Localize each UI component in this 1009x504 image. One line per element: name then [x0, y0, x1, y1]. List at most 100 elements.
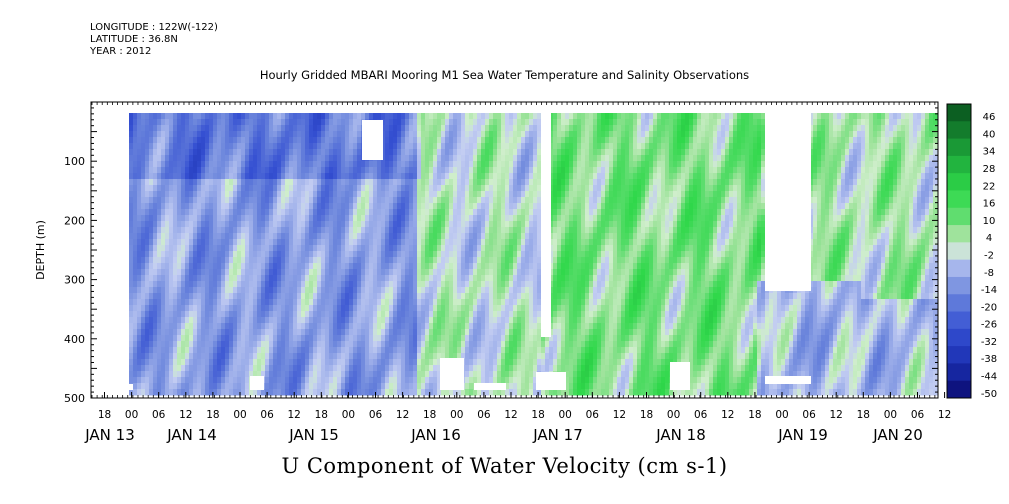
heatmap-cell — [213, 305, 218, 312]
heatmap-cell — [397, 119, 402, 126]
heatmap-cell — [281, 113, 286, 120]
heatmap-cell — [413, 389, 418, 396]
heatmap-cell — [137, 113, 142, 120]
heatmap-cell — [369, 269, 374, 276]
heatmap-cell — [257, 251, 262, 258]
heatmap-cell — [329, 317, 334, 324]
heatmap-cell — [521, 221, 526, 228]
heatmap-cell — [329, 329, 334, 336]
heatmap-cell — [185, 353, 190, 360]
heatmap-cell — [169, 215, 174, 222]
heatmap-cell — [149, 281, 154, 288]
heatmap-cell — [457, 311, 462, 318]
heatmap-cell — [273, 335, 278, 342]
heatmap-cell — [277, 119, 282, 126]
heatmap-cell — [381, 281, 386, 288]
heatmap-cell — [269, 173, 274, 180]
heatmap-cell — [285, 143, 290, 150]
heatmap-cell — [357, 227, 362, 234]
heatmap-cell — [501, 359, 506, 366]
heatmap-cell — [437, 365, 442, 372]
heatmap-cell — [461, 167, 466, 174]
heatmap-cell — [169, 383, 174, 390]
heatmap-cell — [477, 251, 482, 258]
heatmap-cell — [301, 341, 306, 348]
heatmap-cell — [357, 347, 362, 354]
heatmap-cell — [337, 197, 342, 204]
heatmap-cell — [373, 215, 378, 222]
heatmap-cell — [485, 287, 490, 294]
heatmap-cell — [305, 239, 310, 246]
heatmap-cell — [157, 221, 162, 228]
heatmap-cell — [293, 161, 298, 168]
heatmap-cell — [521, 239, 526, 246]
heatmap-cell — [349, 251, 354, 258]
heatmap-cell — [381, 173, 386, 180]
heatmap-cell — [513, 119, 518, 126]
heatmap-cell — [357, 221, 362, 228]
heatmap-cell — [509, 239, 514, 246]
heatmap-cell — [185, 209, 190, 216]
heatmap-cell — [233, 185, 238, 192]
heatmap-cell — [201, 173, 206, 180]
heatmap-cell — [169, 293, 174, 300]
heatmap-cell — [133, 221, 138, 228]
heatmap-cell — [317, 233, 322, 240]
heatmap-cell — [509, 167, 514, 174]
heatmap-cell — [265, 131, 270, 138]
heatmap-cell — [449, 185, 454, 192]
heatmap-cell — [333, 143, 338, 150]
heatmap-cell — [357, 335, 362, 342]
heatmap-cell — [549, 113, 554, 120]
heatmap-cell — [365, 317, 370, 324]
heatmap-cell — [153, 353, 158, 360]
heatmap-cell — [437, 257, 442, 264]
heatmap-cell — [281, 317, 286, 324]
heatmap-cell — [185, 275, 190, 282]
heatmap-cell — [457, 155, 462, 162]
heatmap-cell — [237, 191, 242, 198]
heatmap-cell — [357, 389, 362, 396]
heatmap-cell — [497, 251, 502, 258]
heatmap-cell — [297, 119, 302, 126]
heatmap-cell — [133, 191, 138, 198]
heatmap-cell — [137, 347, 142, 354]
heatmap-cell — [161, 167, 166, 174]
heatmap-cell — [413, 269, 418, 276]
heatmap-cell — [277, 149, 282, 156]
heatmap-cell — [237, 329, 242, 336]
heatmap-cell — [437, 191, 442, 198]
heatmap-cell — [357, 359, 362, 366]
heatmap-cell — [425, 389, 430, 396]
heatmap-cell — [505, 353, 510, 360]
heatmap-cell — [269, 377, 274, 384]
heatmap-cell — [449, 287, 454, 294]
heatmap-cell — [173, 209, 178, 216]
heatmap-cell — [249, 143, 254, 150]
heatmap-cell — [529, 161, 534, 168]
heatmap-cell — [269, 185, 274, 192]
heatmap-cell — [185, 245, 190, 252]
heatmap-cell — [145, 233, 150, 240]
heatmap-cell — [529, 311, 534, 318]
heatmap-cell — [277, 173, 282, 180]
heatmap-cell — [293, 275, 298, 282]
heatmap-cell — [401, 317, 406, 324]
heatmap-cell — [281, 125, 286, 132]
heatmap-cell — [213, 359, 218, 366]
heatmap-cell — [533, 143, 538, 150]
heatmap-cell — [325, 365, 330, 372]
heatmap-cell — [293, 263, 298, 270]
heatmap-cell — [241, 245, 246, 252]
heatmap-cell — [205, 275, 210, 282]
heatmap-cell — [185, 149, 190, 156]
heatmap-cell — [197, 299, 202, 306]
heatmap-cell — [345, 197, 350, 204]
heatmap-cell — [129, 269, 134, 276]
heatmap-cell — [273, 323, 278, 330]
heatmap-cell — [365, 251, 370, 258]
heatmap-cell — [329, 311, 334, 318]
heatmap-cell — [137, 125, 142, 132]
heatmap-cell — [177, 185, 182, 192]
heatmap-cell — [157, 209, 162, 216]
